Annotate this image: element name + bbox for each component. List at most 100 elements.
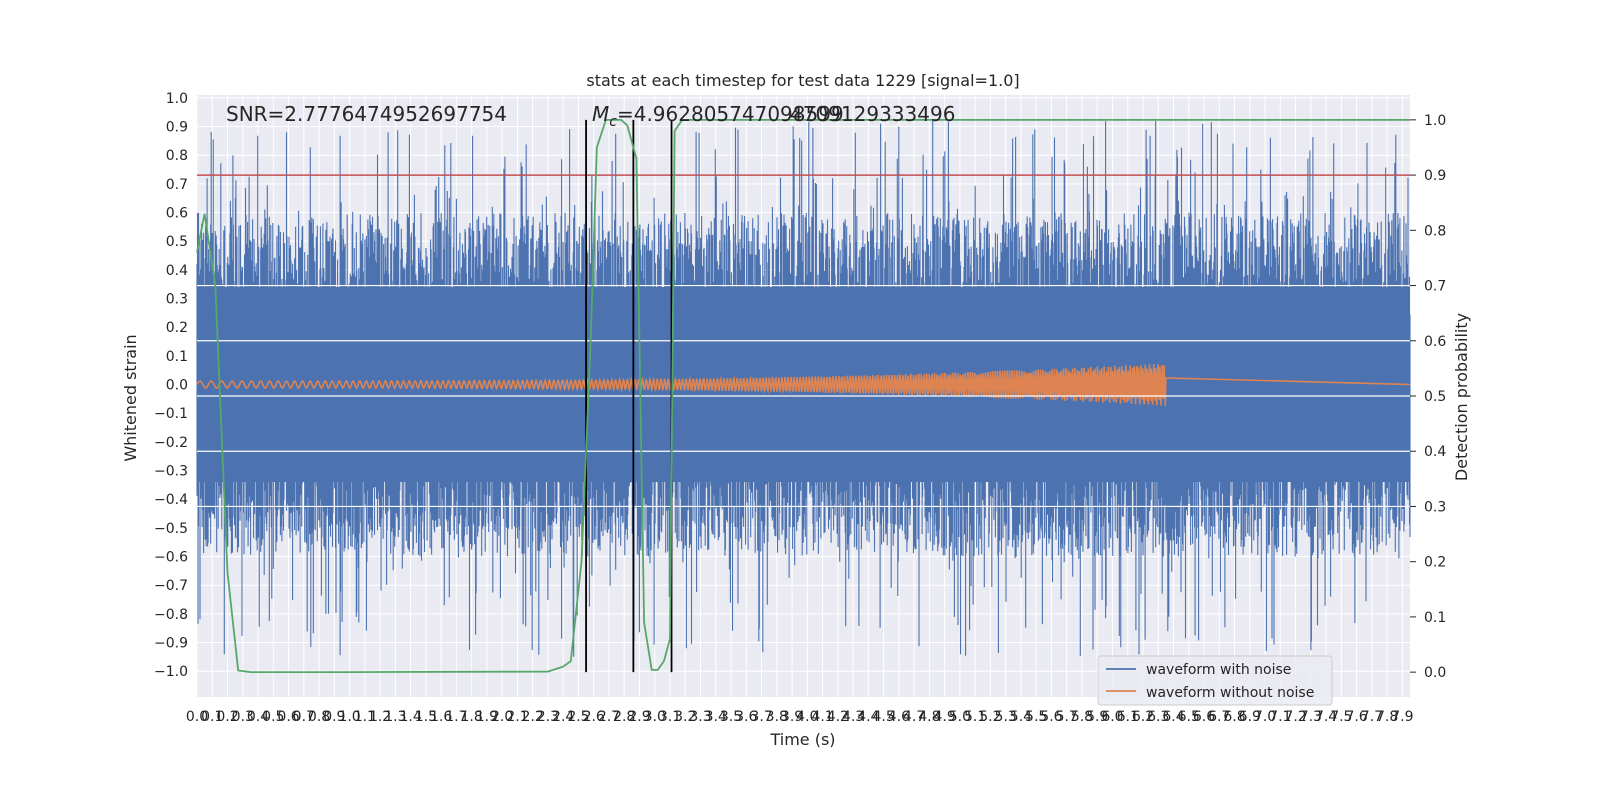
x-tick-label: 7.6: [1345, 709, 1367, 725]
y-tick-label: −0.3: [154, 464, 188, 480]
y-axis-label: Whitened strain: [121, 334, 140, 461]
x-tick-label: 5.8: [1071, 709, 1093, 725]
x-tick-label: 3.8: [766, 709, 788, 725]
y2-tick-label: 0.1: [1424, 610, 1446, 626]
x-tick-label: 6.4: [1162, 709, 1184, 725]
y-tick-label: 0.7: [166, 177, 188, 193]
x-tick-label: 5.6: [1040, 709, 1062, 725]
x-tick-label: 6.1: [1117, 709, 1139, 725]
x-tick-label: 2.4: [552, 709, 574, 725]
x-tick-label: 4.0: [796, 709, 818, 725]
x-tick-label: 1.1: [354, 709, 376, 725]
x-tick-label: 2.8: [613, 709, 635, 725]
x-tick-label: 2.2: [522, 709, 544, 725]
x-tick-label: 7.4: [1315, 709, 1337, 725]
x-tick-label: 5.2: [979, 709, 1001, 725]
x-tick-label: 5.9: [1086, 709, 1108, 725]
y-axis-ticks: 1.0 0.9 0.8 0.7 0.6 0.5 0.4 0.3 0.2 0.1 0.0 −0.1 −0.…: [154, 91, 188, 680]
x-tick-label: 3.4: [705, 709, 727, 725]
x-tick-label: 4.7: [903, 709, 925, 725]
y2-tick-label: 0.0: [1424, 665, 1446, 681]
secondary-grid-lines: [197, 284, 1410, 508]
y-tick-label: 0.6: [166, 206, 188, 222]
x-tick-label: 7.1: [1269, 709, 1291, 725]
y-tick-label: 0.3: [166, 292, 188, 308]
x-tick-label: 7.5: [1330, 709, 1352, 725]
y-tick-label: −0.6: [154, 550, 188, 566]
x-tick-label: 5.4: [1010, 709, 1032, 725]
y-tick-label: 0.0: [166, 378, 188, 394]
y-tick-label: 0.4: [166, 263, 188, 279]
x-tick-label: 4.3: [842, 709, 864, 725]
x-tick-label: 1.0: [338, 709, 360, 725]
chart-title: stats at each timestep for test data 122…: [586, 71, 1019, 90]
x-tick-label: 7.0: [1254, 709, 1276, 725]
y2-tick-label: 1.0: [1424, 113, 1446, 129]
x-tick-label: 6.3: [1147, 709, 1169, 725]
x-tick-label: 4.6: [888, 709, 910, 725]
x-tick-label: 1.3: [384, 709, 406, 725]
x-tick-label: 1.4: [399, 709, 421, 725]
legend-box: [1097, 655, 1333, 706]
x-tick-label: 1.7: [445, 709, 467, 725]
x-tick-label: 3.1: [659, 709, 681, 725]
x-tick-label: 4.8: [918, 709, 940, 725]
x-tick-label: 0.5: [262, 709, 284, 725]
y2-tick-label: 0.3: [1424, 499, 1446, 515]
y-tick-label: −0.1: [154, 406, 188, 422]
x-tick-label: 0.4: [247, 709, 269, 725]
x-axis-label: Time (s): [769, 730, 835, 749]
y2-tick-label: 0.2: [1424, 555, 1446, 571]
x-tick-label: 6.0: [1101, 709, 1123, 725]
x-tick-label: 2.3: [537, 709, 559, 725]
x-axis-ticks: 0.00.10.20.30.40.50.60.70.80.91.01.11.21…: [186, 709, 1414, 725]
x-tick-label: 6.6: [1193, 709, 1215, 725]
x-tick-label: 2.9: [628, 709, 650, 725]
probability-trace: [196, 119, 1410, 673]
x-tick-label: 6.7: [1208, 709, 1230, 725]
x-tick-label: 4.4: [857, 709, 879, 725]
x-tick-label: 0.3: [232, 709, 254, 725]
snr-annotation: SNR=2.7776474952697754: [226, 102, 507, 126]
x-tick-label: 1.6: [430, 709, 452, 725]
x-tick-label: 4.2: [827, 709, 849, 725]
y2-axis-ticks: 1.0 0.9 0.8 0.7 0.6 0.5 0.4 0.3 0.2 0.1 0.0: [1410, 113, 1446, 681]
x-tick-label: 3.7: [750, 709, 772, 725]
x-tick-label: 5.3: [995, 709, 1017, 725]
x-tick-label: 3.2: [674, 709, 696, 725]
y-tick-label: −0.7: [154, 578, 188, 594]
x-tick-label: 3.9: [781, 709, 803, 725]
x-tick-label: 7.3: [1300, 709, 1322, 725]
x-tick-label: 0.8: [308, 709, 330, 725]
legend-label-clean: waveform without noise: [1146, 685, 1314, 701]
x-tick-label: 6.2: [1132, 709, 1154, 725]
x-tick-label: 5.1: [964, 709, 986, 725]
x-tick-label: 5.0: [949, 709, 971, 725]
chirp-mass-symbol: M: [592, 102, 609, 126]
x-tick-label: 0.0: [186, 709, 208, 725]
y-tick-label: 0.2: [166, 320, 188, 336]
legend: waveform with noise waveform without noi…: [1097, 655, 1333, 706]
waveform-without-noise: [196, 364, 1411, 407]
x-tick-label: 7.8: [1376, 709, 1398, 725]
y2-tick-label: 0.6: [1424, 334, 1446, 350]
x-tick-label: 1.5: [415, 709, 437, 725]
y2-axis-label: Detection probability: [1452, 313, 1471, 481]
x-tick-label: 5.5: [1025, 709, 1047, 725]
chirp-mass-subscript: c: [609, 114, 617, 130]
x-tick-label: 6.8: [1223, 709, 1245, 725]
x-tick-label: 3.0: [644, 709, 666, 725]
x-tick-label: 5.7: [1056, 709, 1078, 725]
y-tick-label: −0.8: [154, 607, 188, 623]
y-tick-label: −0.9: [154, 636, 188, 652]
y-tick-label: 0.9: [166, 120, 188, 136]
x-tick-label: 6.9: [1239, 709, 1261, 725]
y-tick-label: 1.0: [166, 91, 188, 107]
detection-probability-line: [196, 119, 1410, 673]
x-tick-label: 7.2: [1284, 709, 1306, 725]
x-tick-label: 7.7: [1361, 709, 1383, 725]
y2-tick-label: 0.8: [1424, 223, 1446, 239]
x-tick-label: 1.2: [369, 709, 391, 725]
x-tick-label: 7.9: [1391, 709, 1413, 725]
